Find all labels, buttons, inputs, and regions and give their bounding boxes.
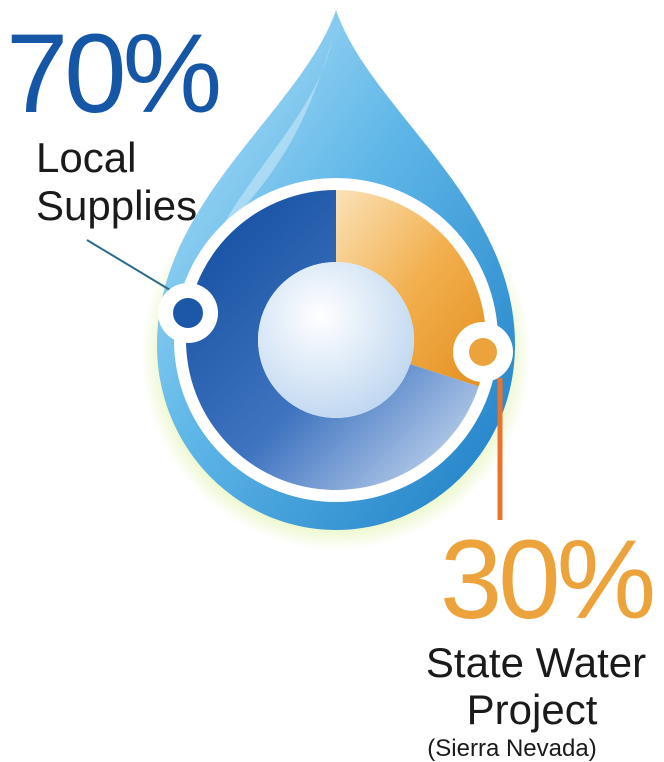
donut-slice-swp [336, 190, 487, 387]
drop-highlight [215, 40, 332, 240]
local-percent-label: 70% [6, 11, 219, 136]
donut-hole [258, 262, 414, 418]
swp-percent-label: 30% [440, 517, 653, 642]
marker-local [158, 283, 218, 343]
swp-note: (Sierra Nevada) [427, 735, 596, 762]
donut-slice-local [186, 190, 479, 491]
swp-label-line-2: Project [467, 686, 598, 733]
swp-label-line-1: State Water [426, 639, 646, 686]
local-label-line-2: Supplies [36, 182, 197, 229]
marker-swp [453, 322, 513, 382]
leader-line-local [86, 239, 171, 291]
local-label-line-1: Local [36, 134, 136, 181]
